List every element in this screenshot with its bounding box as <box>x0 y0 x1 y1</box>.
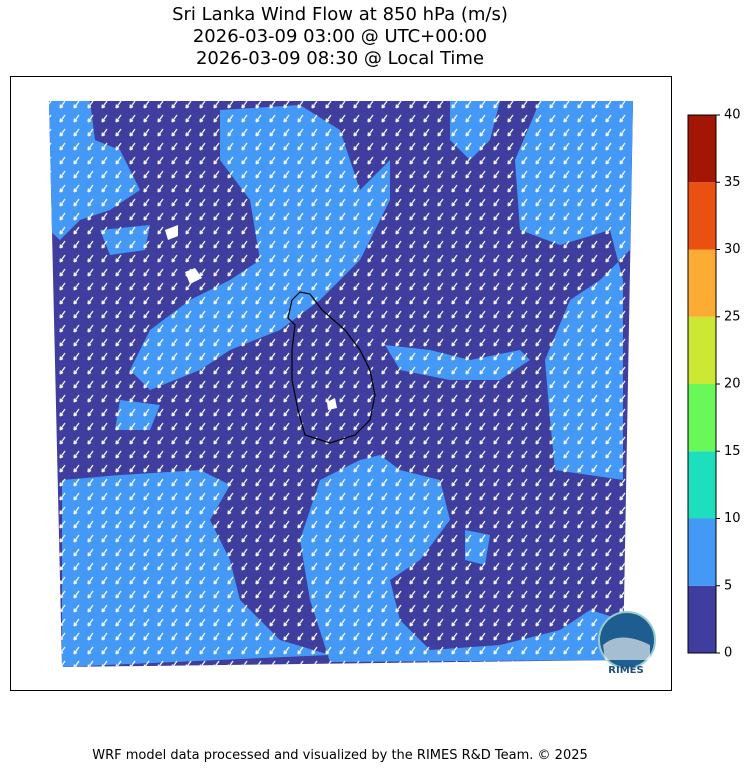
colorbar-tick-label: 0 <box>724 646 732 661</box>
colorbar-cell <box>688 384 716 452</box>
wind-field <box>49 101 633 667</box>
colorbar-tick-label: 20 <box>724 377 741 392</box>
colorbar-tick-label: 30 <box>724 242 741 257</box>
footer: WRF model data processed and visualized … <box>92 748 588 763</box>
colorbar-cell <box>688 182 716 250</box>
title-line: 2026-03-09 08:30 @ Local Time <box>196 48 484 69</box>
title-line: Sri Lanka Wind Flow at 850 hPa (m/s) <box>172 4 508 25</box>
colorbar-tick-label: 25 <box>724 309 741 324</box>
logo: RIMES <box>598 611 656 676</box>
colorbar-tick-label: 40 <box>724 108 741 123</box>
colorbar-tick-label: 10 <box>724 511 741 526</box>
colorbar-tick-label: 35 <box>724 175 741 190</box>
logo-text: RIMES <box>608 665 643 676</box>
colorbar-cell <box>688 115 716 183</box>
title-line: 2026-03-09 03:00 @ UTC+00:00 <box>193 26 487 47</box>
colorbar-cell <box>688 451 716 519</box>
colorbar-tick-label: 15 <box>724 444 741 459</box>
colorbar-cell <box>688 316 716 384</box>
wind-arrows <box>49 101 633 667</box>
colorbar-cell <box>688 249 716 317</box>
colorbar: 0 5 10 15 20 25 30 35 40 <box>687 108 741 661</box>
colorbar-cell <box>688 585 716 653</box>
colorbar-tick-label: 5 <box>724 578 732 593</box>
sri-lanka-coastline <box>287 291 376 444</box>
colorbar-cell <box>688 518 716 586</box>
map-frame <box>10 76 672 691</box>
